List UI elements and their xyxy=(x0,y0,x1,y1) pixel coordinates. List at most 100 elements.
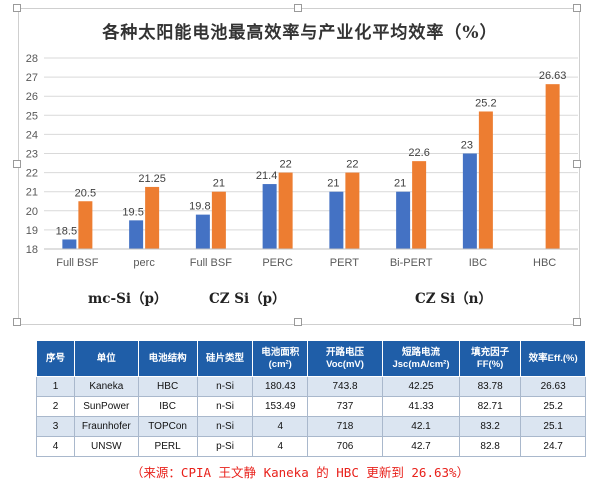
table-cell: Fraunhofer xyxy=(74,416,139,437)
col-header: 序号 xyxy=(36,340,75,377)
bar xyxy=(396,191,411,249)
table-cell: 26.63 xyxy=(520,376,586,397)
table-cell: 83.78 xyxy=(458,376,522,397)
data-label: 22.6 xyxy=(408,147,429,159)
table-cell: n-Si xyxy=(196,376,254,397)
col-header: 开路电压Voc(mV) xyxy=(307,340,383,377)
y-tick-label: 20 xyxy=(26,206,38,218)
table-cell: 82.71 xyxy=(458,396,522,417)
y-tick-label: 27 xyxy=(26,72,38,84)
table-header-row: 序号 单位 电池结构 硅片类型 电池面积(cm²) 开路电压Voc(mV) 短路… xyxy=(36,340,586,377)
data-label: 23 xyxy=(461,140,473,152)
table-cell: 24.7 xyxy=(520,436,586,457)
table-cell: PERL xyxy=(137,436,198,457)
bar xyxy=(145,186,160,249)
selection-handle[interactable] xyxy=(573,318,581,326)
bar xyxy=(545,84,560,250)
bar xyxy=(462,153,477,249)
efficiency-table: 序号 单位 电池结构 硅片类型 电池面积(cm²) 开路电压Voc(mV) 短路… xyxy=(36,340,586,457)
y-tick-label: 26 xyxy=(26,91,38,103)
table-cell: n-Si xyxy=(196,396,254,417)
data-label: 19.8 xyxy=(189,201,210,213)
bar xyxy=(478,111,493,249)
table-cell: TOPCon xyxy=(137,416,198,437)
table-cell: 180.43 xyxy=(252,376,309,397)
table-cell: 42.1 xyxy=(382,416,460,437)
table-cell: 743.8 xyxy=(307,376,383,397)
table-row: 3 Fraunhofer TOPCon n-Si 4 718 42.1 83.2… xyxy=(36,416,586,437)
table-cell: IBC xyxy=(137,396,198,417)
x-tick-label: PERC xyxy=(262,257,293,269)
selection-handle[interactable] xyxy=(573,160,581,168)
table-cell: 25.2 xyxy=(520,396,586,417)
y-tick-label: 28 xyxy=(26,53,38,65)
x-tick-label: Full BSF xyxy=(190,257,232,269)
table-cell: 706 xyxy=(307,436,383,457)
bar xyxy=(62,239,77,249)
y-tick-label: 18 xyxy=(26,244,38,256)
col-header: 短路电流Jsc(mA/cm²) xyxy=(382,340,460,377)
table-cell: 1 xyxy=(36,376,75,397)
bar xyxy=(262,184,277,249)
selection-handle[interactable] xyxy=(13,318,21,326)
selection-handle[interactable] xyxy=(573,4,581,12)
table-cell: 4 xyxy=(252,436,309,457)
y-tick-label: 22 xyxy=(26,168,38,180)
col-header: 硅片类型 xyxy=(196,340,254,377)
source-note: （来源：CPIA 王文静 Kaneka 的 HBC 更新到 26.63%） xyxy=(130,465,470,480)
data-label: 20.5 xyxy=(75,187,96,199)
col-header: 单位 xyxy=(74,340,139,377)
table-cell: 737 xyxy=(307,396,383,417)
x-tick-label: Bi-PERT xyxy=(390,257,433,269)
table-row: 2 SunPower IBC n-Si 153.49 737 41.33 82.… xyxy=(36,396,586,417)
table-cell: n-Si xyxy=(196,416,254,437)
col-header: 效率Eff.(%) xyxy=(520,340,586,377)
data-label: 21 xyxy=(327,178,339,190)
selection-handle[interactable] xyxy=(13,4,21,12)
data-label: 26.63 xyxy=(539,70,567,82)
table-cell: 82.8 xyxy=(458,436,522,457)
bar xyxy=(329,191,344,249)
data-label: 21 xyxy=(394,178,406,190)
bar xyxy=(129,220,144,249)
col-header: 电池面积(cm²) xyxy=(252,340,309,377)
table-cell: SunPower xyxy=(74,396,139,417)
table-cell: 41.33 xyxy=(382,396,460,417)
data-label: 19.5 xyxy=(122,206,143,218)
table-row: 4 UNSW PERL p-Si 4 706 42.7 82.8 24.7 xyxy=(36,436,586,457)
y-tick-label: 24 xyxy=(26,129,38,141)
table-cell: 2 xyxy=(36,396,75,417)
group-label-cz-si-p: CZ Si（p） xyxy=(209,291,286,307)
bar xyxy=(195,214,210,249)
bar xyxy=(211,191,226,249)
data-label: 22 xyxy=(346,159,358,171)
y-tick-label: 21 xyxy=(26,187,38,199)
y-tick-label: 25 xyxy=(26,110,38,122)
table-cell: 4 xyxy=(36,436,75,457)
x-tick-label: HBC xyxy=(533,257,556,269)
table-cell: Kaneka xyxy=(74,376,139,397)
table-row: 1 Kaneka HBC n-Si 180.43 743.8 42.25 83.… xyxy=(36,376,586,397)
y-tick-label: 23 xyxy=(26,149,38,161)
selection-handle[interactable] xyxy=(294,318,302,326)
x-tick-label: perc xyxy=(133,257,155,269)
data-label: 21 xyxy=(213,178,225,190)
table-cell: p-Si xyxy=(196,436,254,457)
table-cell: HBC xyxy=(137,376,198,397)
table-cell: 83.2 xyxy=(458,416,522,437)
data-label: 18.5 xyxy=(56,225,77,237)
bar xyxy=(278,172,293,249)
col-header: 电池结构 xyxy=(137,340,198,377)
table-cell: UNSW xyxy=(74,436,139,457)
chart-title: 各种太阳能电池最高效率与产业化平均效率（%） xyxy=(102,23,498,43)
table-cell: 42.25 xyxy=(382,376,460,397)
selection-handle[interactable] xyxy=(294,4,302,12)
y-tick-label: 19 xyxy=(26,225,38,237)
group-label-mc-si: mc-Si（p） xyxy=(88,291,168,307)
bar xyxy=(345,172,360,249)
data-label: 22 xyxy=(280,159,292,171)
col-header: 填充因子FF(%) xyxy=(458,340,522,377)
table-cell: 3 xyxy=(36,416,75,437)
table-cell: 42.7 xyxy=(382,436,460,457)
selection-handle[interactable] xyxy=(13,160,21,168)
